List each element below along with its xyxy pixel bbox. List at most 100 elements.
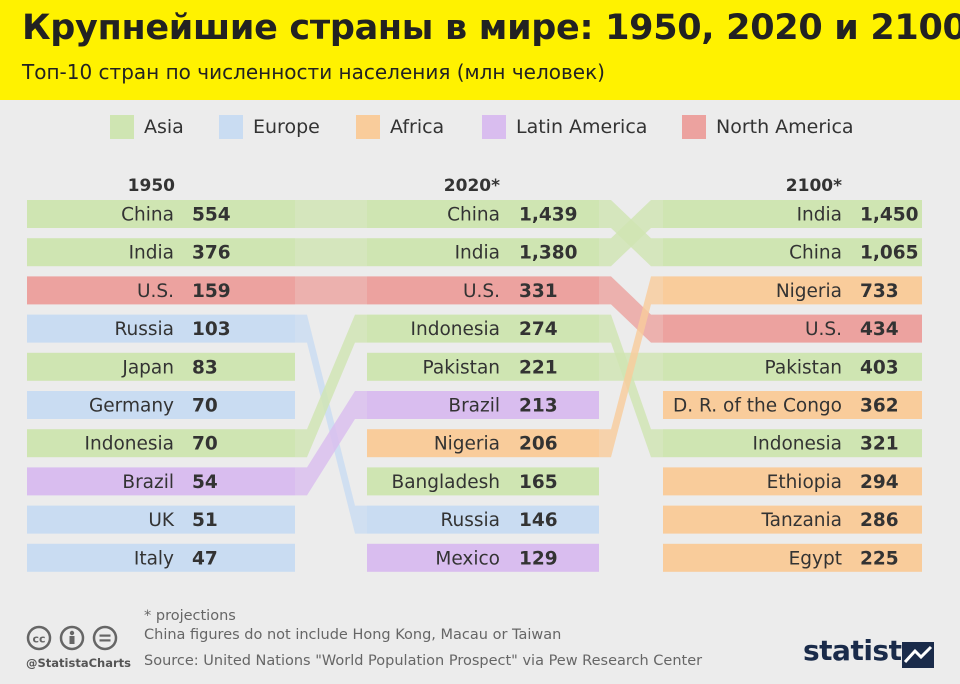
value-label-2-tanzania: 286: [860, 510, 899, 531]
bar-2-d-r-of-the-congo: [663, 391, 922, 419]
value-label-1-bangladesh: 165: [519, 472, 558, 493]
value-label-2-ethiopia: 294: [860, 472, 899, 493]
legend-label-north-america: North America: [716, 116, 854, 138]
value-label-1-nigeria: 206: [519, 434, 558, 455]
value-label-2-nigeria: 733: [860, 281, 899, 302]
bar-0-india: [27, 238, 295, 267]
bar-0-germany: [27, 391, 295, 419]
chart-subtitle: Топ-10 стран по численности населения (м…: [22, 60, 605, 84]
bar-2-indonesia: [663, 429, 922, 458]
chart-title: Крупнейшие страны в мире: 1950, 2020 и 2…: [22, 8, 960, 48]
country-label-0-indonesia: Indonesia: [85, 434, 174, 455]
bar-1-brazil: [367, 391, 599, 419]
value-label-0-italy: 47: [192, 548, 218, 569]
country-label-0-india: India: [129, 243, 174, 264]
bar-2-ethiopia: [663, 467, 922, 496]
link-nigeria-1: [599, 276, 663, 458]
bar-1-russia: [367, 505, 599, 534]
country-label-1-brazil: Brazil: [448, 396, 500, 417]
bar-1-nigeria: [367, 429, 599, 458]
bar-0-italy: [27, 543, 295, 572]
value-label-1-indonesia: 274: [519, 319, 558, 340]
country-label-0-russia: Russia: [114, 319, 174, 340]
value-label-2-d-r-of-the-congo: 362: [860, 396, 899, 417]
bar-1-indonesia: [367, 314, 599, 343]
country-label-2-egypt: Egypt: [789, 548, 842, 569]
country-label-0-japan: Japan: [121, 357, 174, 378]
country-label-1-pakistan: Pakistan: [423, 357, 500, 378]
country-label-1-indonesia: Indonesia: [411, 319, 500, 340]
legend-item-north-america: North America: [682, 112, 854, 142]
country-label-2-pakistan: Pakistan: [765, 357, 842, 378]
link-china-0: [295, 200, 367, 228]
country-label-0-china: China: [121, 205, 174, 226]
country-label-2-tanzania: Tanzania: [760, 510, 842, 531]
bump-chart: China 554 India 376 U.S. 159 Russia 103 Japan 83 G…: [27, 176, 922, 572]
bar-1-mexico: [367, 543, 599, 572]
value-label-0-india: 376: [192, 243, 231, 264]
country-label-0-brazil: Brazil: [122, 472, 174, 493]
country-label-2-d-r-of-the-congo: D. R. of the Congo: [673, 396, 842, 417]
value-label-0-japan: 83: [192, 357, 218, 378]
legend-swatch-europe: [219, 115, 243, 139]
bar-1-india: [367, 238, 599, 267]
legend-label-europe: Europe: [253, 116, 320, 138]
country-label-1-u-s: U.S.: [463, 281, 500, 302]
country-label-0-u-s: U.S.: [137, 281, 174, 302]
footer: cc @StatistaCharts * projections China f…: [0, 604, 960, 684]
country-label-2-u-s: U.S.: [805, 319, 842, 340]
column-header-1: 2020*: [444, 176, 500, 196]
value-label-2-u-s: 434: [860, 319, 899, 340]
legend-label-asia: Asia: [144, 116, 184, 138]
bar-0-u-s: [27, 276, 295, 305]
link-u-s-0: [295, 276, 367, 305]
chart-links: [295, 200, 663, 534]
country-label-1-mexico: Mexico: [435, 548, 500, 569]
bar-0-indonesia: [27, 429, 295, 458]
footnote-projections: * projections: [144, 608, 236, 624]
bar-0-russia: [27, 314, 295, 343]
legend-swatch-africa: [356, 115, 380, 139]
value-label-2-india: 1,450: [860, 205, 919, 226]
value-label-0-uk: 51: [192, 510, 218, 531]
country-label-1-india: India: [455, 243, 500, 264]
value-label-0-indonesia: 70: [192, 434, 218, 455]
value-label-2-china: 1,065: [860, 243, 919, 264]
bar-0-uk: [27, 505, 295, 534]
bar-1-u-s: [367, 276, 599, 305]
value-label-1-china: 1,439: [519, 205, 578, 226]
svg-text:cc: cc: [32, 633, 45, 646]
country-label-1-nigeria: Nigeria: [434, 434, 500, 455]
bar-2-nigeria: [663, 276, 922, 305]
value-label-0-china: 554: [192, 205, 231, 226]
value-label-0-brazil: 54: [192, 472, 218, 493]
creative-commons-icon: cc: [26, 625, 118, 651]
value-label-1-u-s: 331: [519, 281, 558, 302]
value-label-1-pakistan: 221: [519, 357, 558, 378]
column-header-2: 2100*: [786, 176, 842, 196]
footnote-china: China figures do not include Hong Kong, …: [144, 627, 562, 643]
value-label-2-pakistan: 403: [860, 357, 899, 378]
bar-2-u-s: [663, 314, 922, 343]
value-label-0-u-s: 159: [192, 281, 231, 302]
country-label-1-russia: Russia: [440, 510, 500, 531]
value-label-2-indonesia: 321: [860, 434, 899, 455]
legend: Asia Europe Africa Latin America North A…: [0, 112, 960, 142]
legend-item-asia: Asia: [110, 112, 184, 142]
value-label-0-russia: 103: [192, 319, 231, 340]
legend-swatch-latin-america: [482, 115, 506, 139]
legend-swatch-asia: [110, 115, 134, 139]
link-brazil-0: [295, 391, 367, 496]
country-label-0-italy: Italy: [134, 548, 174, 569]
bar-1-pakistan: [367, 352, 599, 381]
country-label-2-nigeria: Nigeria: [776, 281, 842, 302]
column-headers: 1950 2020* 2100*: [128, 176, 842, 196]
legend-label-latin-america: Latin America: [516, 116, 648, 138]
country-label-2-china: China: [789, 243, 842, 264]
statista-logo-icon: [902, 642, 934, 668]
country-label-2-indonesia: Indonesia: [753, 434, 842, 455]
value-label-1-russia: 146: [519, 510, 558, 531]
column-header-0: 1950: [128, 176, 175, 196]
bar-2-india: [663, 200, 922, 228]
link-indonesia-1: [599, 314, 663, 458]
